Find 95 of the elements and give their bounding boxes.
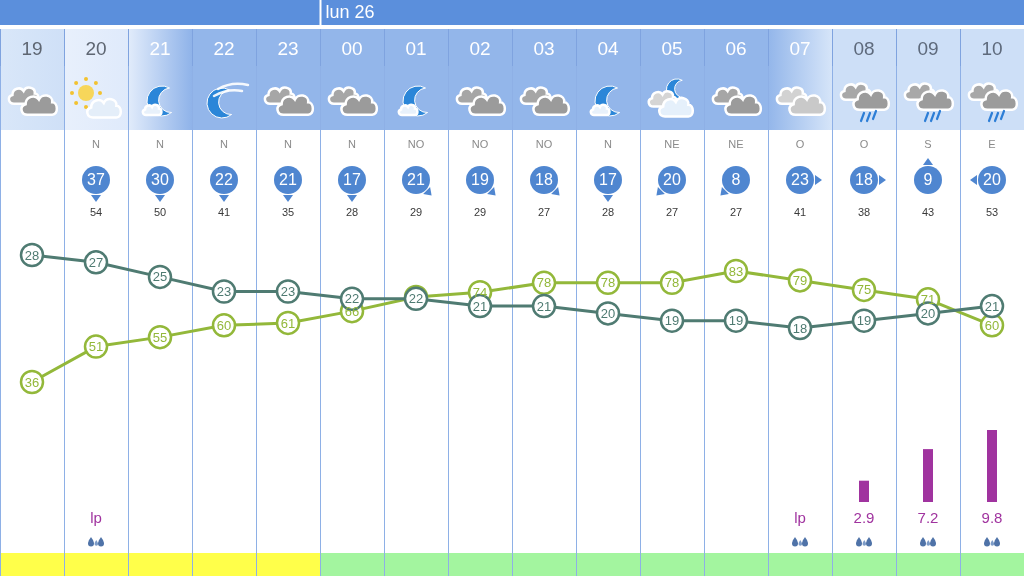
text: 54 (89, 206, 103, 219)
x-tick-label: 02 (469, 37, 491, 59)
text: 37 (87, 171, 105, 189)
data-label: 25 (152, 269, 168, 285)
data-label: 36 (24, 374, 40, 390)
data-label: 23 (216, 284, 232, 300)
data-label: 55 (152, 329, 168, 345)
data-label: 19 (856, 313, 872, 329)
text: 18 (855, 171, 873, 189)
text: NO (535, 138, 553, 151)
ref-line-label: lun 26 (325, 2, 375, 23)
data-label: 60 (216, 317, 232, 333)
x-tick-label: 07 (789, 37, 811, 59)
x-tick-label: 20 (85, 37, 107, 59)
text: S (924, 138, 932, 151)
text: 8 (731, 171, 741, 189)
text: O (859, 138, 869, 151)
data-label: 78 (600, 275, 616, 291)
text: NE (664, 138, 680, 151)
x-tick-label: 21 (149, 37, 171, 59)
x-tick-label: 01 (405, 37, 427, 59)
data-label: 60 (984, 317, 1000, 333)
text: 19 (471, 171, 489, 189)
text: 21 (407, 171, 425, 189)
text: 20 (983, 171, 1001, 189)
data-label: 83 (728, 263, 744, 279)
text: NE (728, 138, 744, 151)
x-tick-label: 22 (213, 37, 235, 59)
text: N (604, 138, 613, 151)
data-label: 7.2 (917, 509, 939, 527)
text: N (156, 138, 165, 151)
text: 35 (281, 206, 295, 219)
text: 23 (791, 171, 809, 189)
text: NO (407, 138, 425, 151)
x-tick-label: 05 (661, 37, 683, 59)
text: N (220, 138, 229, 151)
data-label: 75 (856, 282, 872, 298)
data-label: 22 (344, 291, 360, 307)
text: 21 (279, 171, 297, 189)
text: 27 (537, 206, 551, 219)
data-label: 21 (472, 298, 488, 314)
x-tick-label: 10 (981, 37, 1003, 59)
text: 27 (665, 206, 679, 219)
data-label: 20 (920, 305, 936, 321)
data-label: 21 (984, 298, 1000, 314)
x-tick-label: 04 (597, 37, 619, 59)
text: 27 (729, 206, 743, 219)
data-label: 51 (88, 339, 104, 355)
text: 28 (601, 206, 615, 219)
data-label: lp (794, 509, 806, 527)
data-label: 27 (88, 254, 104, 270)
text: N (284, 138, 293, 151)
data-label: 22 (408, 291, 424, 307)
data-label: 20 (600, 305, 616, 321)
text: 28 (345, 206, 359, 219)
data-label: 61 (280, 315, 296, 331)
text: 41 (217, 206, 231, 219)
text: 53 (985, 206, 999, 219)
data-label: 19 (664, 313, 680, 329)
x-tick-label: 03 (533, 37, 555, 59)
text: 18 (535, 171, 553, 189)
data-label: 9.8 (981, 509, 1003, 527)
data-label: 78 (536, 275, 552, 291)
data-label: 18 (792, 320, 808, 336)
text: 29 (409, 206, 423, 219)
text: 38 (857, 206, 871, 219)
x-tick-label: 08 (853, 37, 875, 59)
text: 17 (599, 171, 617, 189)
text: N (348, 138, 357, 151)
text: 41 (793, 206, 807, 219)
x-tick-label: 00 (341, 37, 363, 59)
data-label: 21 (536, 298, 552, 314)
text: O (795, 138, 805, 151)
text: 43 (921, 206, 935, 219)
data-label: 79 (792, 273, 808, 289)
data-label: 78 (664, 275, 680, 291)
data-label: 23 (280, 284, 296, 300)
text: E (988, 138, 996, 151)
data-label: 28 (24, 247, 40, 263)
text: 50 (153, 206, 167, 219)
x-tick-label: 06 (725, 37, 747, 59)
text: 30 (151, 171, 169, 189)
data-label: 19 (728, 313, 744, 329)
x-tick-label: 09 (917, 37, 939, 59)
text: N (92, 138, 101, 151)
text: 22 (215, 171, 233, 189)
data-label: lp (90, 509, 102, 527)
x-tick-label: 19 (21, 37, 43, 59)
text: 9 (923, 171, 933, 189)
data-label: 2.9 (853, 509, 875, 527)
text: 17 (343, 171, 361, 189)
x-tick-label: 23 (277, 37, 299, 59)
text: 29 (473, 206, 487, 219)
text: 20 (663, 171, 681, 189)
text: NO (471, 138, 489, 151)
